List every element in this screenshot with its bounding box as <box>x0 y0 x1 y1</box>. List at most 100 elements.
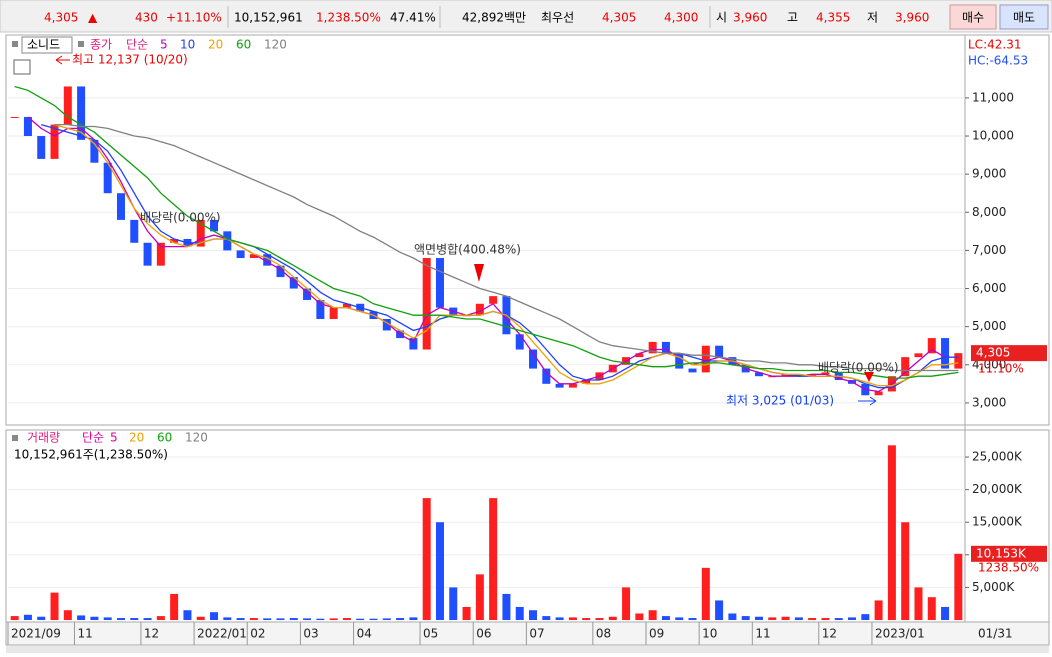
legend-entry: 5 <box>160 38 168 52</box>
volume-bar <box>143 618 152 620</box>
buy-button[interactable] <box>949 4 997 30</box>
legend-marker <box>12 435 18 441</box>
event-marker <box>864 372 874 382</box>
x-tick-label: 09 <box>649 627 664 641</box>
candle-body <box>382 319 391 331</box>
volume-bar <box>568 617 577 620</box>
legend-entry: 120 <box>185 431 208 445</box>
y-tick-label: 10,000 <box>972 129 1014 143</box>
candle-body <box>489 296 498 304</box>
hc-label: HC:-64.53 <box>968 54 1028 68</box>
y-tick-label: 6,000 <box>972 281 1006 295</box>
candle-body <box>37 136 46 159</box>
candle-body <box>661 341 670 354</box>
moving-average-line <box>14 85 959 379</box>
candle-body <box>170 238 179 243</box>
volume-bar <box>715 600 724 620</box>
last-price-box <box>971 345 1047 362</box>
annotation-arrow <box>858 396 877 406</box>
sell-button-label[interactable]: 매도 <box>1013 11 1035 25</box>
sell-button[interactable] <box>999 4 1049 30</box>
candle-body <box>435 258 444 308</box>
volume-bar <box>688 618 697 620</box>
y-tick-label: 5,000 <box>972 319 1006 333</box>
candle-body <box>249 254 258 259</box>
last-volume-label: 10,153K <box>976 546 1027 560</box>
volume-bar <box>10 616 19 620</box>
x-tick-label: 12 <box>144 627 159 641</box>
y-tick-label: 7,000 <box>972 243 1006 257</box>
volume-bar <box>808 618 817 620</box>
candle-body <box>475 303 484 316</box>
chart-annotation: 최고 12,137 (10/20) <box>72 53 188 67</box>
moving-average-line <box>54 123 959 387</box>
volume-bar <box>223 617 232 620</box>
volume-bar <box>927 597 936 620</box>
candle-body <box>23 116 32 137</box>
volume-bar <box>781 616 790 620</box>
candle-body <box>10 116 19 118</box>
lc-label: LC:42.31 <box>968 38 1021 52</box>
volume-bar <box>77 615 86 620</box>
candle-body <box>874 391 883 396</box>
volume-bar <box>754 616 763 620</box>
candle-body <box>954 353 963 369</box>
volume-bar <box>701 567 710 620</box>
candle-body <box>675 353 684 369</box>
volume-bar <box>741 616 750 620</box>
candle-body <box>648 341 657 354</box>
candle-body <box>635 353 644 358</box>
chart-annotation: 배당락(0.00%) <box>818 361 899 375</box>
volume-bar <box>542 616 551 620</box>
volume-bar <box>529 610 538 620</box>
volume-bar <box>515 606 524 620</box>
volume-bar <box>608 616 617 620</box>
cursor-date: 01/31 <box>978 627 1013 641</box>
x-tick-label: 08 <box>596 627 611 641</box>
volume-bar <box>914 587 923 620</box>
volume-bar <box>23 614 32 620</box>
volume-bar <box>210 612 219 620</box>
volume-bar <box>555 617 564 620</box>
volume-bar <box>236 618 245 620</box>
chart-annotation: 배당락(0.00%) <box>140 211 221 225</box>
volume-bar <box>861 614 870 620</box>
stock-name-box <box>21 36 73 54</box>
volume-bar <box>475 574 484 620</box>
price-panel <box>5 34 1050 426</box>
high-label: 고 <box>787 11 798 25</box>
candle-body <box>582 380 591 384</box>
candle-body <box>821 372 830 375</box>
x-tick-label: 11 <box>755 627 770 641</box>
candle-body <box>422 258 431 350</box>
x-tick-label: 07 <box>529 627 544 641</box>
last-volume-pct: 1238.50% <box>978 560 1039 574</box>
grid-icon[interactable] <box>13 59 31 75</box>
last-change-label: 11.10% <box>978 362 1024 376</box>
legend-entry: 60 <box>236 38 251 52</box>
volume-bar <box>648 610 657 620</box>
volume-bar <box>382 618 391 620</box>
buy-button-label[interactable]: 매수 <box>962 11 984 25</box>
volume-bar <box>887 445 896 620</box>
candle-body <box>914 353 923 358</box>
volume-bar <box>462 606 471 620</box>
candle-body <box>715 345 724 358</box>
candle-body <box>63 86 72 125</box>
last-volume-box <box>971 545 1047 562</box>
volume-bar <box>502 593 511 620</box>
volume-bar <box>489 498 498 620</box>
volume-name: 거래량 <box>27 431 60 445</box>
volume-summary: 10,152,961주(1,238.50%) <box>14 448 168 462</box>
volume-bar <box>116 618 125 620</box>
scrollbar[interactable] <box>6 646 1049 653</box>
volume-bar <box>196 616 205 620</box>
candle-body <box>342 303 351 308</box>
volume-pct: 1,238.50% <box>316 11 381 25</box>
x-tick-label: 04 <box>357 627 372 641</box>
volume-bar <box>435 522 444 620</box>
volume-bar <box>622 587 631 620</box>
candle-body <box>529 349 538 369</box>
volume-bar <box>422 498 431 620</box>
